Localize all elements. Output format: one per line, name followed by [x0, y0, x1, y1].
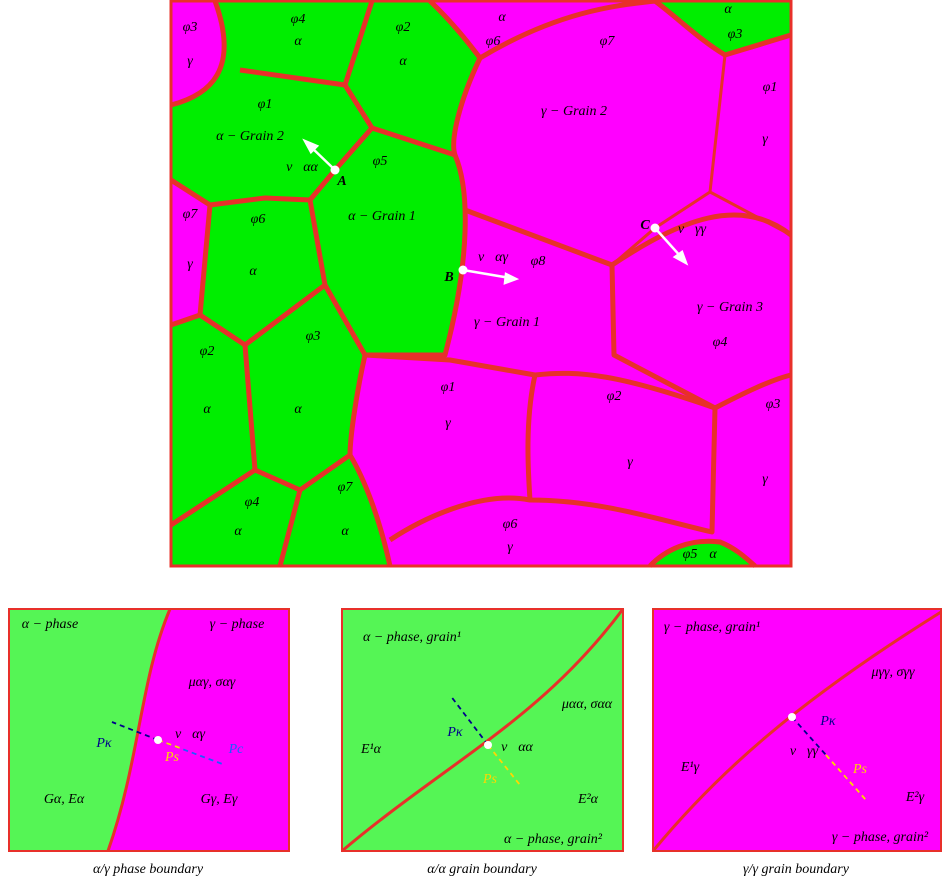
label: φ1: [763, 80, 778, 95]
label: φ7: [600, 34, 616, 49]
label: φ3: [728, 27, 743, 42]
label: φ6: [251, 212, 266, 227]
label: γ/γ grain boundary: [743, 862, 850, 877]
label: Pκ: [95, 736, 112, 751]
label: α − phase: [22, 617, 78, 632]
label: v⃗αα: [501, 740, 533, 755]
label: Gγ, Eγ: [201, 792, 238, 807]
label: φ8: [531, 254, 546, 269]
label: α: [203, 402, 211, 417]
label: γ: [187, 257, 193, 272]
label: μαα, σαα: [561, 697, 613, 712]
panel-1: [9, 609, 289, 851]
label: B: [443, 270, 453, 285]
label: φ3: [183, 20, 198, 35]
label: α: [294, 402, 302, 417]
label: Pκ: [446, 725, 463, 740]
label: Ps: [482, 772, 498, 787]
label: γ: [627, 455, 633, 470]
label: γ − phase, grain²: [832, 830, 929, 845]
label: γ − phase: [210, 617, 265, 632]
label: φ1: [258, 97, 273, 112]
label: α − phase, grain¹: [363, 630, 461, 645]
label: α: [399, 54, 407, 69]
label: γ − Grain 1: [474, 315, 540, 330]
label: γ: [445, 416, 451, 431]
figure: φ3γφ4αφ2ααφ6φ7αφ3γ − Grain 2φ1α − Grain …: [0, 0, 942, 886]
label: γ: [762, 132, 768, 147]
label: α: [234, 524, 242, 539]
label: γ − Grain 2: [541, 104, 607, 119]
label: φ6: [503, 517, 518, 532]
label: Gα, Eα: [44, 792, 85, 807]
label: v⃗αγ: [175, 727, 205, 742]
label: φ5: [373, 154, 388, 169]
label: E²α: [577, 792, 599, 807]
label: A: [336, 174, 346, 189]
panel-2: [342, 609, 623, 851]
label: φ4: [245, 495, 260, 510]
label: α: [249, 264, 257, 279]
label: α − Grain 1: [348, 209, 416, 224]
label: v⃗αγ: [478, 250, 508, 265]
label: φ3: [766, 397, 781, 412]
label: α − Grain 2: [216, 129, 284, 144]
label: γ − phase, grain¹: [664, 620, 760, 635]
label: γ: [187, 54, 193, 69]
label: α: [498, 10, 506, 25]
label: α: [709, 547, 717, 562]
label: φ6: [486, 34, 501, 49]
label: v⃗αα: [286, 160, 318, 175]
label: Pc: [228, 742, 245, 757]
label: φ7: [338, 480, 354, 495]
label: μγγ, σγγ: [871, 665, 915, 680]
label: E²γ: [905, 790, 925, 805]
label: φ2: [200, 344, 215, 359]
label: α/α grain boundary: [427, 862, 537, 877]
label: v⃗γγ: [790, 744, 819, 759]
label: Ps: [164, 750, 180, 765]
label: φ7: [183, 207, 199, 222]
label: φ4: [713, 335, 728, 350]
label: C: [640, 218, 650, 233]
label: α: [341, 524, 349, 539]
label: γ: [507, 540, 513, 555]
label: E¹α: [360, 742, 382, 757]
label: φ2: [396, 20, 411, 35]
label: α − phase, grain²: [504, 832, 603, 847]
label: φ4: [291, 12, 306, 27]
label: γ − Grain 3: [697, 300, 763, 315]
label: γ: [762, 472, 768, 487]
label: E¹γ: [680, 760, 700, 775]
label: α: [724, 2, 732, 17]
label: α/γ phase boundary: [93, 862, 204, 877]
label: v⃗γγ: [678, 222, 707, 237]
label: α: [294, 34, 302, 49]
label: φ5: [683, 547, 698, 562]
label: φ1: [441, 380, 456, 395]
label: Ps: [852, 762, 868, 777]
panel-3: [653, 609, 941, 851]
label: φ2: [607, 389, 622, 404]
label: μαγ, σαγ: [188, 675, 236, 690]
label: φ3: [306, 329, 321, 344]
label: Pκ: [819, 714, 836, 729]
